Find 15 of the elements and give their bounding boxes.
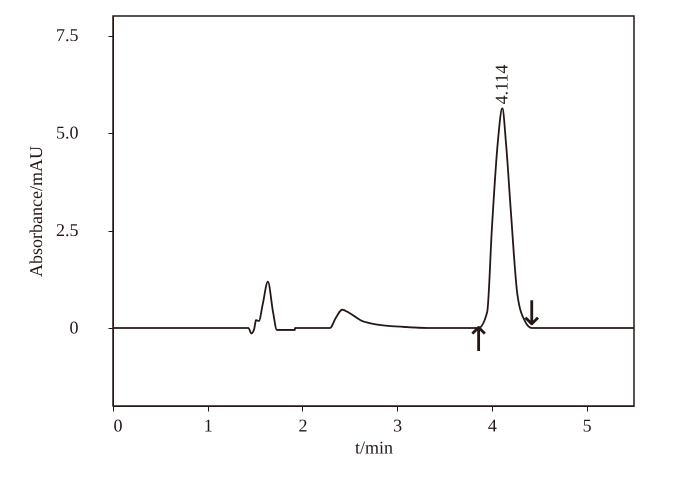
annotation: ↓: [517, 294, 546, 334]
y-tick-label: 7.5: [56, 25, 78, 45]
x-tick-label: 1: [204, 416, 213, 436]
annotation: ↑: [464, 320, 493, 360]
x-axis-title: t/min: [354, 438, 394, 458]
y-tick-label: 0: [70, 318, 78, 338]
y-tick-label: 5.0: [56, 122, 78, 142]
x-tick-label: 4: [488, 416, 497, 436]
y-axis-title: Absorbance/mAU: [26, 146, 46, 277]
x-tick-label: 3: [393, 416, 402, 436]
x-tick-label: 5: [582, 416, 592, 436]
x-tick-label: 0: [114, 416, 122, 436]
y-tick-label: 2.5: [56, 220, 78, 240]
annotation: 4.114: [492, 64, 512, 104]
x-tick-label: 2: [298, 416, 308, 436]
